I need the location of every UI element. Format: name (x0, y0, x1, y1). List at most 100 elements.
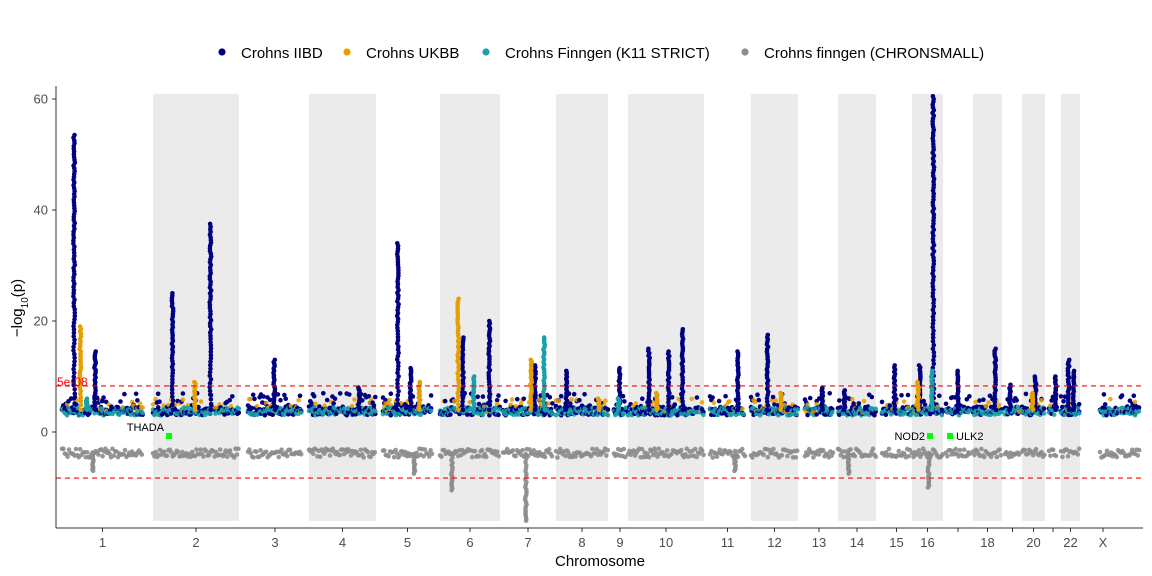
point-chronsmall (765, 454, 771, 460)
point-iibd (666, 403, 671, 408)
point-iibd (460, 407, 466, 413)
point-chronsmall (566, 450, 571, 456)
point-ukbb (456, 402, 461, 407)
point-iibd (278, 397, 283, 403)
point-chronsmall (652, 446, 657, 452)
legend-label-3: Crohns Finngen (K11 STRICT) (505, 45, 710, 62)
point-chronsmall (805, 452, 811, 458)
point-iibd (118, 399, 123, 404)
point-chronsmall (90, 468, 96, 474)
point-ukbb (248, 396, 253, 402)
point-iibd (1062, 394, 1068, 400)
point-iibd (460, 403, 465, 408)
y-tick-label: 20 (34, 314, 48, 329)
point-chronsmall (577, 450, 583, 456)
point-ukbb (456, 383, 462, 389)
point-iibd (71, 407, 76, 413)
point-iibd (442, 398, 448, 404)
point-iibd (208, 392, 214, 398)
point-iibd (275, 392, 281, 397)
point-iibd (764, 407, 770, 413)
point-chronsmall (886, 446, 892, 452)
point-iibd (395, 401, 401, 407)
annotation-marker-ulk2 (947, 433, 953, 439)
point-chronsmall (546, 446, 552, 452)
point-chronsmall (906, 453, 911, 459)
point-iibd (563, 407, 569, 413)
point-chronsmall (998, 452, 1004, 458)
point-ukbb (595, 396, 601, 402)
point-chronsmall (830, 450, 836, 455)
point-iibd (851, 401, 856, 406)
point-iibd (977, 398, 982, 403)
point-chronsmall (248, 450, 254, 456)
point-chronsmall (386, 453, 391, 459)
point-finngen-k11 (1041, 411, 1047, 416)
point-chronsmall (961, 447, 967, 453)
point-iibd (388, 391, 394, 397)
x-tick-label: 3 (271, 535, 278, 550)
point-iibd (396, 374, 401, 379)
point-iibd (337, 391, 343, 396)
point-chronsmall (524, 456, 529, 461)
legend-label-1: Crohns IIBD (241, 45, 323, 62)
point-finngen-k11 (64, 413, 70, 418)
point-ukbb (861, 398, 867, 404)
point-chronsmall (411, 471, 417, 476)
point-iibd (101, 395, 106, 400)
point-chronsmall (520, 447, 525, 453)
point-chronsmall (153, 449, 159, 455)
point-iibd (196, 404, 201, 410)
point-chronsmall (231, 455, 237, 460)
point-chronsmall (372, 450, 378, 455)
point-iibd (207, 388, 213, 394)
point-iibd (395, 367, 401, 372)
point-iibd (155, 391, 161, 397)
point-chronsmall (217, 447, 223, 452)
point-iibd (170, 398, 176, 403)
point-iibd (208, 346, 214, 351)
point-iibd (71, 334, 76, 339)
point-iibd (931, 304, 937, 309)
point-iibd (396, 389, 401, 394)
point-finngen-k11 (516, 412, 521, 417)
point-ukbb (369, 396, 374, 402)
point-iibd (856, 401, 862, 406)
point-iibd (207, 373, 213, 379)
point-iibd (1067, 357, 1072, 363)
point-chronsmall (201, 454, 206, 459)
point-chronsmall (317, 454, 323, 460)
point-chronsmall (77, 447, 83, 452)
point-ukbb (773, 398, 778, 403)
point-iibd (930, 346, 936, 352)
point-iibd (805, 412, 810, 418)
point-iibd (72, 391, 78, 397)
point-iibd (282, 392, 287, 398)
point-iibd (756, 397, 762, 403)
point-ukbb (150, 402, 156, 407)
point-chronsmall (258, 448, 263, 453)
point-chronsmall (510, 448, 516, 453)
point-ukbb (349, 403, 355, 409)
point-chronsmall (194, 447, 199, 452)
point-chronsmall (656, 446, 662, 452)
point-finngen-k11 (623, 405, 628, 411)
point-chronsmall (65, 454, 70, 460)
point-iibd (262, 412, 268, 418)
point-iibd (115, 405, 121, 410)
annotation-marker-nod2 (927, 433, 933, 439)
point-ukbb (180, 397, 186, 403)
annotation-marker-thada (166, 433, 172, 439)
point-iibd (170, 394, 175, 399)
point-iibd (814, 412, 819, 417)
point-chronsmall (1060, 454, 1065, 460)
point-iibd (564, 368, 569, 374)
point-iibd (765, 332, 771, 338)
point-iibd (1014, 398, 1019, 403)
point-chronsmall (361, 455, 366, 460)
point-iibd (448, 412, 453, 417)
point-iibd (930, 331, 936, 337)
x-tick-label: 15 (889, 535, 903, 550)
point-ukbb (455, 398, 460, 403)
point-chronsmall (122, 447, 128, 453)
